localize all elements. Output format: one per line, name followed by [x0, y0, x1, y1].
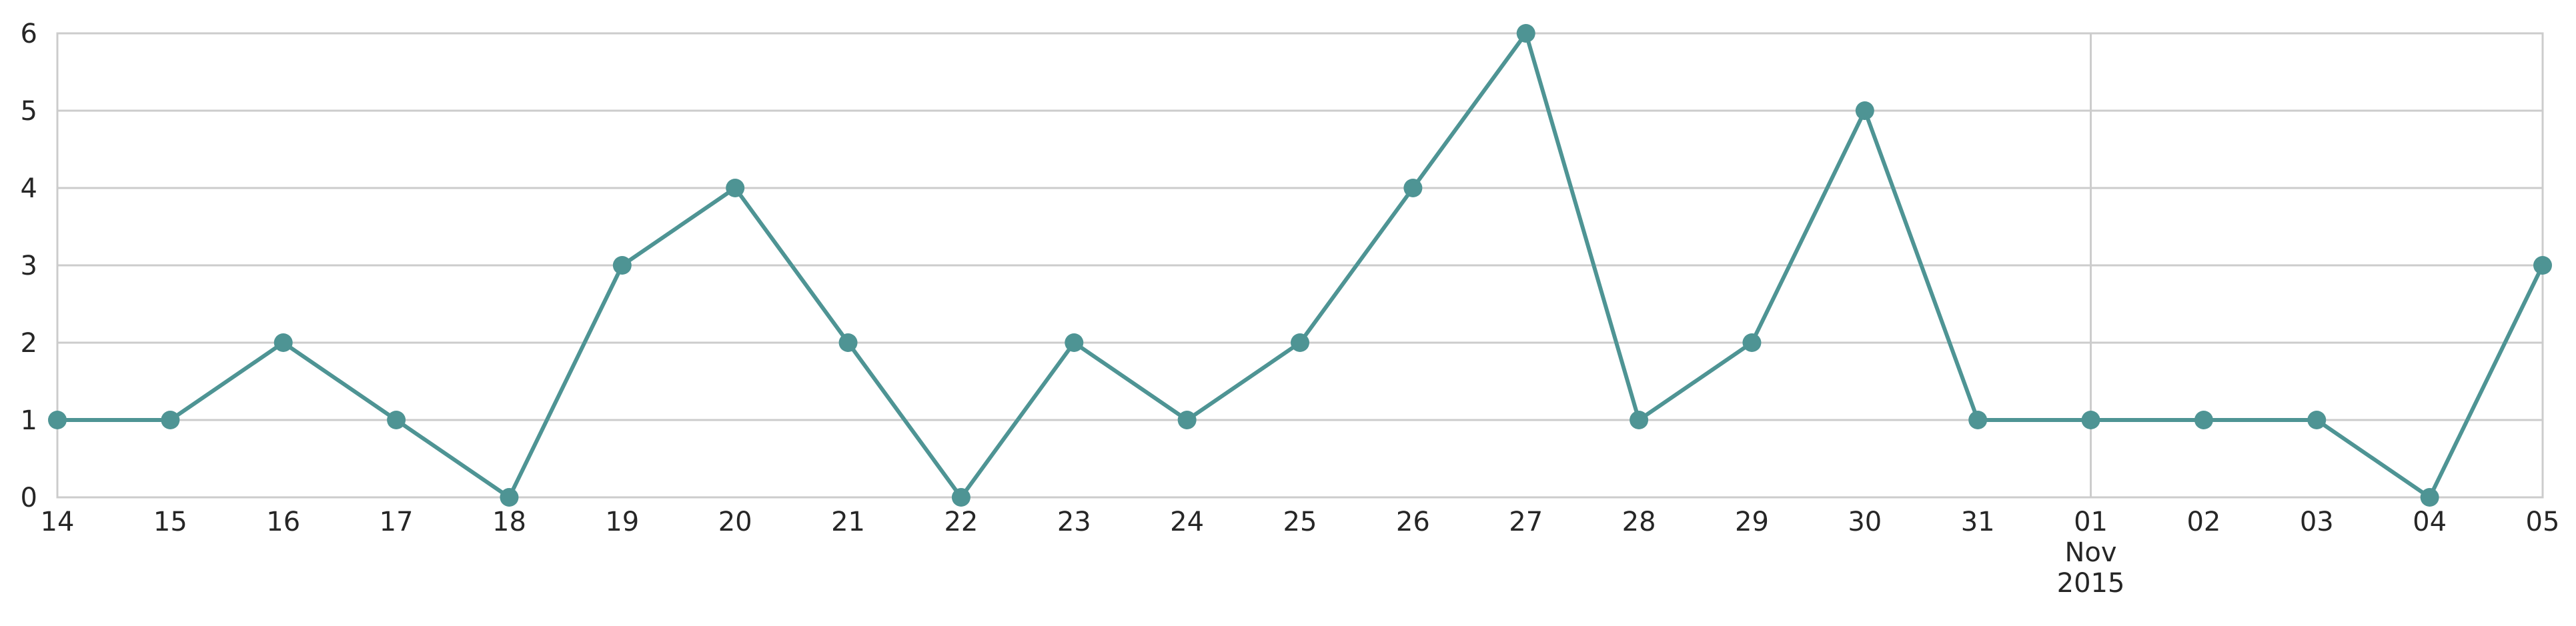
- x-tick-label: 18: [492, 507, 526, 537]
- x-tick-label: 29: [1735, 507, 1769, 537]
- data-point: [500, 488, 519, 507]
- y-tick-label: 6: [21, 19, 37, 49]
- data-point: [838, 333, 858, 352]
- data-point: [2194, 411, 2213, 429]
- x-axis-tick-labels: 14 15 16 17 18 19 20 21 22 23 24 25 26 27 28 29 30 31 01No…: [41, 507, 2560, 599]
- data-point: [273, 333, 293, 352]
- x-tick-label: 02: [2186, 507, 2220, 537]
- x-tick-label: 31: [1961, 507, 1995, 537]
- x-tick-label: 14: [41, 507, 75, 537]
- y-grid-lines: [57, 32, 2543, 499]
- x-tick-label: 24: [1170, 507, 1204, 537]
- x-tick-label: 30: [1848, 507, 1882, 537]
- data-point: [2081, 411, 2100, 429]
- x-tick-label: 16: [266, 507, 300, 537]
- x-tick-label: 26: [1396, 507, 1430, 537]
- data-point: [1968, 411, 1988, 429]
- x-tick-label: 03: [2300, 507, 2334, 537]
- data-point: [1065, 333, 1084, 352]
- y-tick-label: 4: [21, 173, 37, 204]
- x-tick-label: 04: [2413, 507, 2447, 537]
- data-point: [1855, 101, 1874, 120]
- y-tick-label: 2: [21, 328, 37, 359]
- x-tick-label: 21: [831, 507, 865, 537]
- data-point: [951, 488, 971, 507]
- x-tick-label: 01: [2074, 507, 2108, 537]
- x-tick-sublabel: 2015: [2057, 568, 2125, 599]
- x-tick-label: 17: [380, 507, 414, 537]
- data-point: [161, 411, 180, 429]
- x-tick-label: 19: [605, 507, 639, 537]
- y-tick-label: 1: [21, 405, 37, 436]
- data-point: [1177, 411, 1197, 429]
- data-point: [1630, 411, 1649, 429]
- data-point: [726, 179, 745, 197]
- x-tick-sublabel: Nov: [2065, 537, 2117, 568]
- x-tick-label: 23: [1057, 507, 1091, 537]
- series-layer: [48, 24, 2552, 507]
- y-tick-label: 0: [21, 483, 37, 513]
- data-point: [48, 411, 67, 429]
- y-tick-label: 5: [21, 96, 37, 127]
- x-tick-label: 22: [944, 507, 978, 537]
- y-axis-tick-labels: 0 1 2 3 4 5 6: [21, 19, 37, 513]
- x-tick-label: 28: [1622, 507, 1656, 537]
- x-tick-label: 25: [1283, 507, 1317, 537]
- x-tick-label: 05: [2526, 507, 2560, 537]
- data-point: [1291, 333, 1309, 352]
- x-tick-label: 27: [1509, 507, 1543, 537]
- y-tick-label: 3: [21, 251, 37, 281]
- data-point: [2533, 256, 2552, 275]
- data-point: [387, 411, 406, 429]
- data-point: [2420, 488, 2439, 507]
- data-point: [1742, 333, 1762, 352]
- data-point: [2307, 411, 2327, 429]
- data-point: [1516, 24, 1535, 43]
- data-point: [1403, 179, 1423, 197]
- data-point: [612, 256, 632, 275]
- x-tick-label: 20: [718, 507, 752, 537]
- x-tick-label: 15: [153, 507, 187, 537]
